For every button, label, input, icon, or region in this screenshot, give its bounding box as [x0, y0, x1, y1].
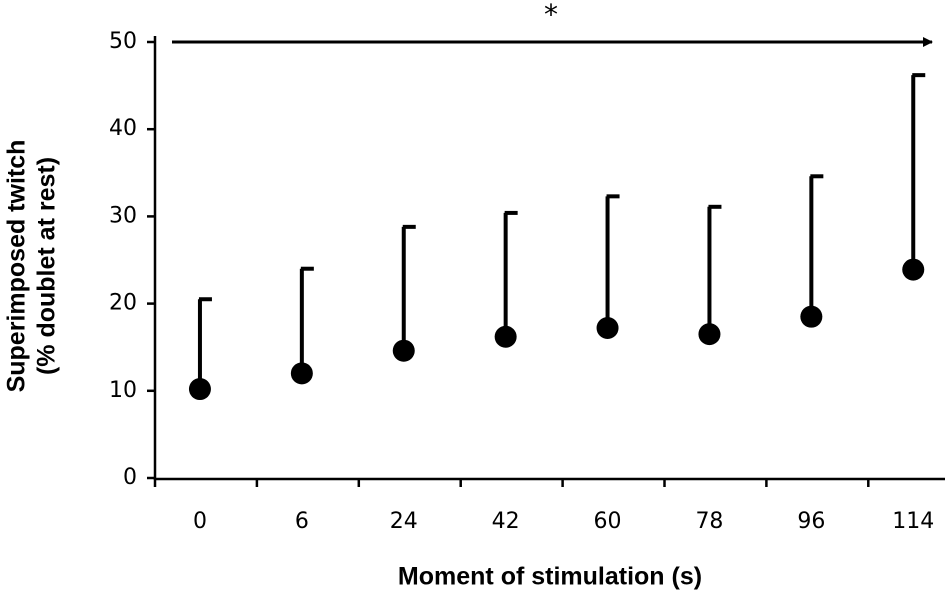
- y-tick-label: 30: [109, 203, 137, 228]
- point: [902, 258, 925, 281]
- point: [596, 317, 619, 340]
- point: [188, 378, 211, 401]
- point: [290, 362, 313, 385]
- x-tick-label: 6: [295, 509, 309, 534]
- x-tick-label: 42: [492, 509, 520, 534]
- x-tick-label: 0: [193, 509, 207, 534]
- x-tick-label: 24: [390, 509, 418, 534]
- y-tick-label: 10: [109, 378, 137, 403]
- y-tick-label: 40: [109, 116, 137, 141]
- annotation: *: [544, 0, 558, 31]
- y-tick-label: 50: [109, 29, 137, 54]
- x-tick-label: 114: [892, 509, 934, 534]
- y-tick-label: 20: [109, 291, 137, 316]
- x-tick-label: 96: [797, 509, 825, 534]
- x-axis-title: Moment of stimulation (s): [398, 563, 702, 591]
- point: [494, 325, 517, 348]
- x-tick-label: 60: [594, 509, 622, 534]
- y-axis-title: Superimposed twitch: [3, 140, 31, 393]
- point: [392, 339, 415, 362]
- y-tick-label: 0: [123, 465, 137, 490]
- point: [698, 323, 721, 346]
- point: [800, 305, 823, 328]
- x-tick-label: 78: [695, 509, 723, 534]
- y-axis-title: (% doublet at rest): [33, 157, 61, 375]
